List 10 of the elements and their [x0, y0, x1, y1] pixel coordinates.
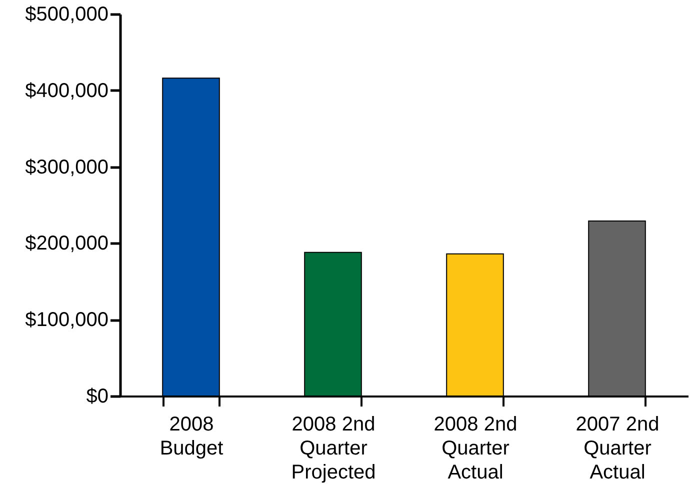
- x-tick-label: 2007 2nd Quarter Actual: [576, 414, 660, 484]
- x-tick-label: 2008 2nd Quarter Actual: [434, 414, 518, 484]
- y-tick-label: $300,000: [25, 156, 108, 178]
- y-tick-label: $400,000: [25, 80, 108, 102]
- x-tick-label: 2008 2nd Quarter Projected: [291, 414, 376, 484]
- x-tick-label: 2008 Budget: [160, 414, 224, 460]
- y-tick-label: $0: [86, 386, 108, 408]
- y-tick-label: $200,000: [25, 232, 108, 255]
- y-tick-label: $500,000: [25, 4, 108, 26]
- y-tick-label: $100,000: [25, 309, 108, 332]
